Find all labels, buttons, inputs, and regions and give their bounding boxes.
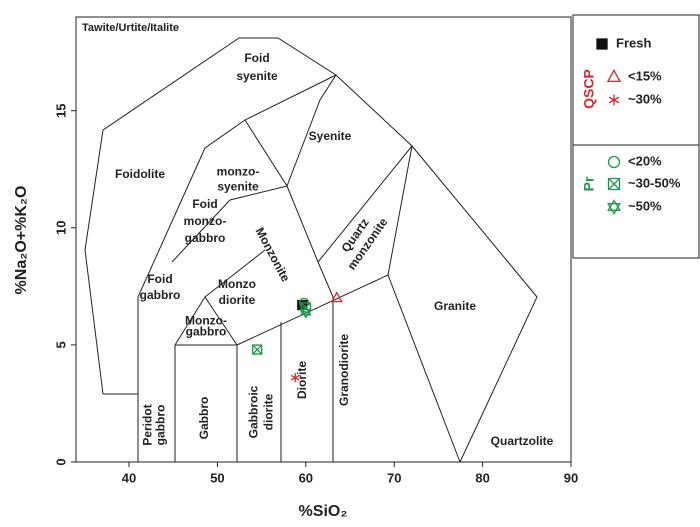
x-tick-label: 80 bbox=[475, 470, 489, 485]
data-point bbox=[299, 305, 312, 319]
field-label: Diorite bbox=[295, 361, 309, 399]
legend-marker bbox=[607, 199, 621, 215]
field-label-line: syenite bbox=[236, 69, 278, 83]
legend-marker bbox=[606, 69, 622, 83]
boundary bbox=[103, 74, 337, 462]
field-label: Granodiorite bbox=[337, 334, 351, 406]
field-label: Gabbro bbox=[197, 397, 211, 440]
x-axis-title: %SiO₂ bbox=[299, 503, 348, 520]
field-label: monzo-syenite bbox=[217, 165, 260, 194]
legend-label: Fresh bbox=[616, 35, 651, 50]
data-point bbox=[330, 291, 343, 303]
field-label-line: Monzo bbox=[218, 277, 256, 291]
boundary bbox=[286, 74, 337, 187]
field-label-line: gabbro bbox=[186, 325, 227, 339]
field-boundaries bbox=[84, 37, 538, 463]
field-label-line: Syenite bbox=[309, 129, 352, 143]
boundary bbox=[244, 119, 461, 463]
field-label-line: Monzo- bbox=[185, 314, 227, 328]
field-label-line: diorite bbox=[262, 393, 276, 430]
legend-group-label: Pr bbox=[581, 176, 597, 191]
field-label: Gabbroic diorite bbox=[247, 385, 276, 438]
plot-frame bbox=[75, 16, 572, 463]
x-tick-label: 60 bbox=[299, 470, 313, 485]
field-label-line: Granodiorite bbox=[337, 334, 351, 406]
x-tick-label: 50 bbox=[210, 470, 224, 485]
field-label-line: diorite bbox=[219, 293, 256, 307]
field-label-line: Foid bbox=[244, 51, 269, 65]
y-axis-title: %Na₂O+%K₂O bbox=[13, 186, 30, 295]
field-label: Granite bbox=[434, 299, 476, 313]
legend-label: ~30-50% bbox=[628, 175, 681, 190]
field-label-line: monzo- bbox=[184, 214, 227, 228]
boundary bbox=[171, 185, 288, 298]
field-label-line: Peridot bbox=[141, 404, 155, 445]
x-tick-label: 90 bbox=[564, 470, 578, 485]
field-label-line: Gabbro bbox=[197, 397, 211, 440]
y-tick-label: 0 bbox=[53, 458, 68, 465]
field-label-line: Diorite bbox=[295, 361, 309, 399]
field-label: Monzo-gabbro bbox=[185, 314, 227, 339]
field-label: Peridot gabbro bbox=[141, 404, 168, 445]
field-label-line: Granite bbox=[434, 299, 476, 313]
field-label-line: Quartzolite bbox=[491, 434, 554, 448]
x-tick-label: 70 bbox=[387, 470, 401, 485]
field-label-line: Foid bbox=[192, 197, 217, 211]
annotation: Tawite/Urtite/Italite bbox=[82, 22, 179, 34]
field-label-line: Foidolite bbox=[115, 167, 165, 181]
field-label: Syenite bbox=[309, 129, 352, 143]
field-label: Quartzolite bbox=[491, 434, 554, 448]
data-point bbox=[252, 344, 263, 355]
legend-box bbox=[572, 14, 700, 259]
field-label-line: gabbro bbox=[185, 231, 226, 245]
field-label: Foid monzo-gabbro bbox=[184, 197, 227, 245]
field-label: Foid gabbro bbox=[140, 272, 181, 302]
field-label: Foidolite bbox=[115, 167, 165, 181]
field-label-line: syenite bbox=[217, 180, 259, 194]
field-label-line: monzo- bbox=[217, 165, 260, 179]
data-point bbox=[290, 373, 300, 383]
boundary bbox=[174, 297, 334, 462]
legend-marker bbox=[608, 94, 620, 106]
legend-label: <15% bbox=[628, 68, 662, 83]
y-tick-label: 10 bbox=[53, 221, 68, 235]
legend-marker bbox=[596, 38, 608, 50]
field-label-line: Gabbroic bbox=[247, 385, 261, 438]
field-label-line: gabbro bbox=[140, 288, 181, 302]
y-tick-label: 15 bbox=[53, 103, 68, 117]
legend-marker bbox=[607, 177, 621, 191]
field-label: Foid syenite bbox=[236, 51, 278, 83]
field-label: Monzo diorite bbox=[218, 277, 256, 307]
legend-label: ~50% bbox=[628, 198, 662, 213]
x-tick-label: 40 bbox=[122, 470, 136, 485]
field-label-line: Foid bbox=[147, 272, 172, 286]
legend-label: <20% bbox=[628, 153, 662, 168]
boundary bbox=[84, 37, 538, 463]
legend-group-label: QSCP bbox=[581, 69, 597, 109]
legend-label: ~30% bbox=[628, 91, 662, 106]
field-label-line: gabbro bbox=[154, 405, 168, 446]
y-tick-label: 5 bbox=[53, 341, 68, 348]
legend-marker bbox=[607, 155, 621, 169]
